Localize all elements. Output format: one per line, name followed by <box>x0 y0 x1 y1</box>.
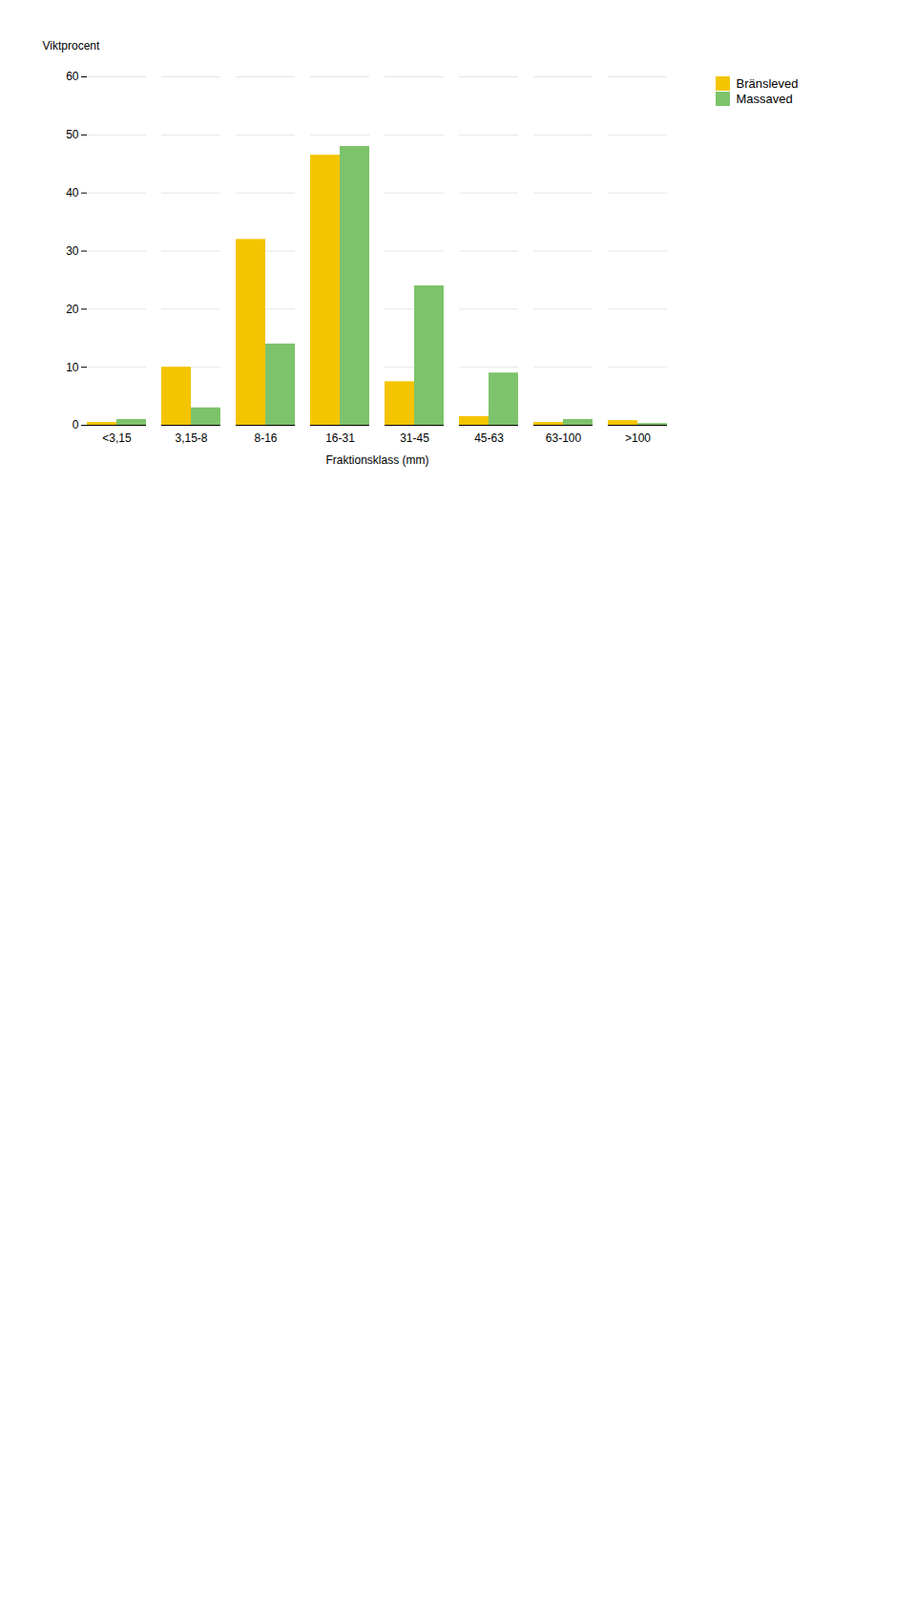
svg-text:8-16: 8-16 <box>253 431 277 445</box>
svg-text:31-45: 31-45 <box>399 431 430 445</box>
svg-text:Fraktionsklass (mm): Fraktionsklass (mm) <box>325 453 429 467</box>
svg-text:60: 60 <box>65 69 80 84</box>
svg-text:>100: >100 <box>624 431 651 445</box>
svg-text:20: 20 <box>65 302 80 316</box>
svg-text:16-31: 16-31 <box>325 431 355 445</box>
svg-text:40: 40 <box>65 186 80 200</box>
html-text:Bränsleved: Bränsleved <box>736 76 799 91</box>
svg-text:0: 0 <box>72 417 80 432</box>
svg-text:<3,15: <3,15 <box>102 431 132 445</box>
svg-text:3,15-8: 3,15-8 <box>174 431 208 445</box>
svg-text:50: 50 <box>65 127 80 142</box>
svg-text:45-63: 45-63 <box>474 431 504 445</box>
html-text:Massaved: Massaved <box>736 91 793 106</box>
svg-text:Viktprocent: Viktprocent <box>42 39 101 53</box>
svg-text:30: 30 <box>65 244 80 258</box>
svg-text:63-100: 63-100 <box>545 431 583 445</box>
svg-text:10: 10 <box>65 360 80 375</box>
